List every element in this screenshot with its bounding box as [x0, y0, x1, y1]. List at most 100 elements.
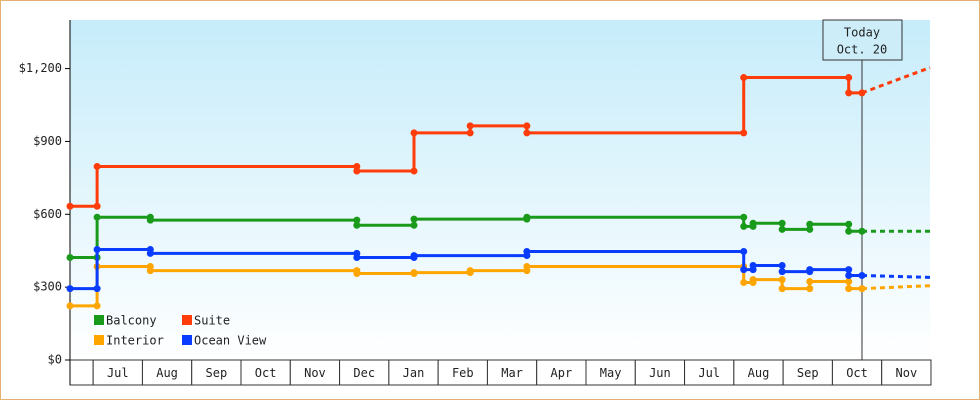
legend-swatch [182, 335, 192, 345]
x-category-cell [339, 359, 390, 386]
price-point [410, 252, 418, 260]
price-point [93, 202, 101, 210]
x-category-cell [782, 359, 833, 386]
price-point [353, 216, 361, 224]
price-point [845, 89, 853, 97]
x-category-cell [289, 359, 341, 386]
price-point [806, 285, 814, 293]
legend-swatch [182, 315, 192, 325]
today-label: Oct. 20 [837, 43, 888, 57]
price-point [523, 129, 531, 137]
price-point [93, 162, 101, 170]
price-line [70, 76, 862, 208]
plot-area [70, 20, 930, 360]
price-point [749, 276, 757, 284]
x-category-cell [831, 359, 883, 386]
today-box [822, 19, 903, 61]
price-point [740, 222, 748, 230]
price-point [778, 276, 786, 284]
x-tick-label: Oct [846, 366, 868, 380]
price-point [778, 219, 786, 227]
legend-swatch [94, 335, 104, 345]
price-point [740, 247, 748, 255]
x-category-cell [437, 359, 488, 386]
price-point [845, 278, 853, 286]
x-category-cell [881, 359, 932, 386]
y-tick-label: $300 [33, 280, 62, 294]
price-point [93, 302, 101, 310]
today-label: Today [844, 26, 880, 40]
price-point [66, 254, 74, 262]
price-point [410, 221, 418, 229]
x-category-cell [191, 359, 242, 386]
x-tick-label: Nov [896, 366, 918, 380]
legend-swatch [94, 315, 104, 325]
price-point [740, 279, 748, 287]
price-point [66, 202, 74, 210]
price-point [740, 266, 748, 274]
x-tick-label: Nov [304, 366, 326, 380]
price-point [845, 74, 853, 82]
price-point [523, 213, 531, 221]
price-point [146, 267, 154, 275]
price-point [93, 246, 101, 253]
price-point [410, 129, 418, 137]
price-point [806, 278, 814, 286]
x-tick-label: Aug [156, 366, 178, 380]
x-category-cell [536, 359, 587, 386]
price-point [740, 213, 748, 221]
price-point [93, 285, 101, 293]
x-tick-label: Dec [353, 366, 375, 380]
price-point [466, 267, 474, 275]
price-point [858, 227, 866, 235]
x-category-cell [69, 359, 94, 386]
x-tick-label: May [600, 366, 622, 380]
x-category-cell [486, 359, 538, 386]
price-point [146, 249, 154, 257]
x-tick-label: Mar [501, 366, 523, 380]
legend-label: Interior [106, 334, 164, 348]
price-point [806, 266, 814, 274]
price-point [353, 254, 361, 262]
price-point [778, 285, 786, 293]
price-point [523, 122, 531, 130]
price-point [66, 302, 74, 310]
x-tick-label: Aug [748, 366, 770, 380]
price-point [778, 262, 786, 270]
price-point [93, 213, 101, 221]
x-category-cell [733, 359, 784, 386]
price-point [845, 220, 853, 228]
legend-label: Ocean View [194, 334, 267, 348]
price-point [858, 285, 866, 293]
legend-label: Suite [194, 314, 230, 328]
price-point [806, 225, 814, 233]
price-point [353, 221, 361, 229]
x-tick-label: Sep [797, 366, 819, 380]
x-tick-label: Feb [452, 366, 474, 380]
x-tick-label: Jul [698, 366, 720, 380]
price-point [146, 216, 154, 224]
price-point [353, 270, 361, 278]
price-point [845, 227, 853, 235]
price-point [806, 220, 814, 228]
x-category-cell [585, 359, 636, 386]
price-point [523, 247, 531, 255]
x-tick-label: Sep [206, 366, 228, 380]
price-point [410, 215, 418, 223]
price-point [740, 74, 748, 82]
y-tick-label: $1,200 [19, 61, 62, 75]
x-category-cell [388, 359, 439, 386]
price-point [410, 269, 418, 277]
price-point [353, 167, 361, 175]
price-point [523, 263, 531, 270]
legend-label: Balcony [106, 314, 157, 328]
projection-line [861, 284, 931, 291]
price-point [410, 167, 418, 175]
price-point [845, 285, 853, 293]
y-tick-label: $600 [33, 207, 62, 221]
y-tick-label: $0 [48, 353, 62, 367]
x-category-cell [141, 359, 193, 386]
price-point [466, 122, 474, 130]
x-tick-label: Apr [551, 366, 573, 380]
